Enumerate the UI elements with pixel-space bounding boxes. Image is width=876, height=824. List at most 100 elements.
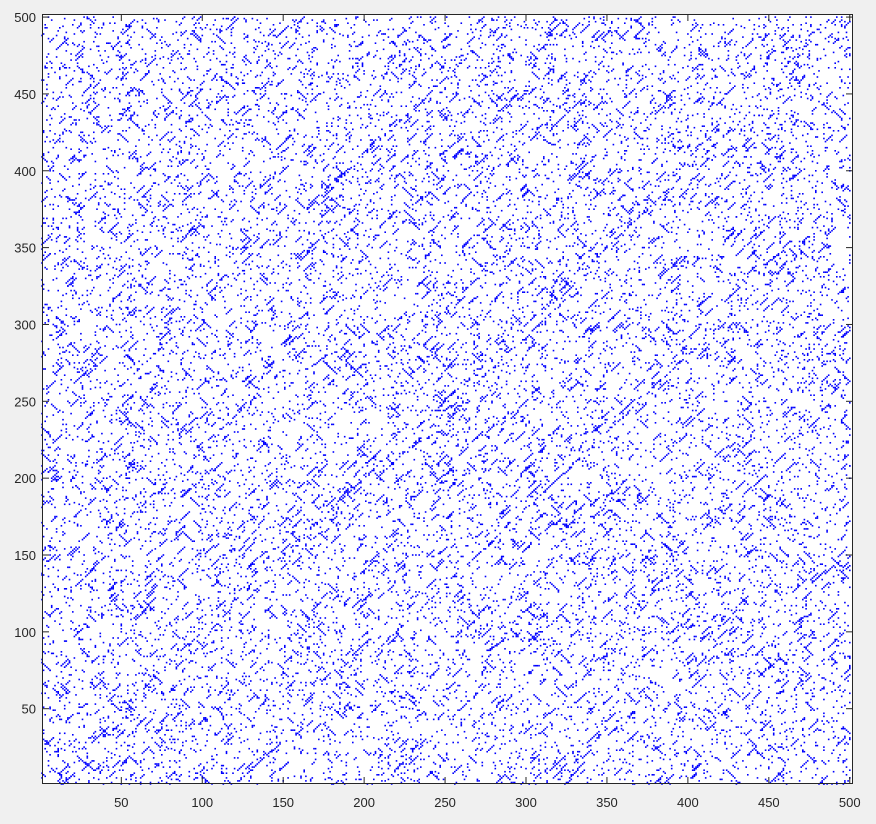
data-point — [312, 155, 314, 157]
data-point — [216, 29, 218, 31]
data-point — [129, 471, 131, 473]
data-point — [150, 318, 152, 320]
data-point — [247, 230, 249, 232]
data-point — [153, 353, 155, 355]
data-point — [114, 98, 116, 100]
data-point — [242, 623, 244, 625]
data-point — [127, 611, 129, 613]
data-point — [252, 507, 254, 509]
data-point — [224, 358, 226, 360]
data-point — [206, 216, 208, 218]
data-point — [276, 599, 278, 601]
data-point — [323, 196, 325, 198]
data-point — [150, 686, 152, 688]
data-point — [184, 351, 186, 353]
data-point — [190, 436, 192, 438]
data-point — [229, 725, 231, 727]
data-point — [318, 476, 320, 478]
data-point — [200, 600, 202, 602]
data-point — [121, 113, 123, 115]
data-point — [261, 473, 263, 475]
data-point — [140, 491, 142, 493]
data-point — [292, 551, 294, 553]
data-point — [177, 287, 179, 289]
data-point — [143, 413, 145, 415]
data-point — [62, 267, 64, 269]
data-point — [179, 129, 181, 131]
data-point — [268, 630, 270, 632]
data-point — [323, 238, 325, 240]
data-point — [331, 230, 333, 232]
data-point — [103, 662, 105, 664]
data-point — [93, 547, 95, 549]
data-point — [193, 540, 195, 542]
data-point — [240, 347, 242, 349]
data-point — [197, 295, 199, 297]
data-point — [134, 464, 136, 466]
data-point — [250, 651, 252, 653]
data-point — [145, 511, 147, 513]
data-point — [253, 651, 255, 653]
data-point — [151, 737, 153, 739]
data-point — [248, 676, 250, 678]
data-point — [213, 507, 215, 509]
data-point — [57, 156, 59, 158]
data-point — [598, 256, 600, 258]
data-point — [295, 38, 297, 40]
data-point — [80, 109, 82, 111]
data-point — [117, 374, 119, 376]
data-point — [269, 148, 271, 150]
data-point — [205, 354, 207, 356]
data-point — [72, 354, 74, 356]
data-point — [187, 322, 189, 324]
data-point — [182, 58, 184, 60]
data-point — [320, 413, 322, 415]
data-point — [130, 630, 132, 632]
data-point — [305, 135, 307, 137]
data-point — [287, 625, 289, 627]
data-point — [197, 424, 199, 426]
data-point — [266, 278, 268, 280]
data-point — [155, 677, 157, 679]
data-point — [137, 115, 139, 117]
data-point — [95, 221, 97, 223]
data-point — [226, 736, 228, 738]
data-point — [320, 93, 322, 95]
data-point — [218, 591, 220, 593]
data-point — [106, 760, 108, 762]
data-point — [237, 453, 239, 455]
data-point — [760, 99, 762, 101]
data-point — [224, 533, 226, 535]
data-point — [176, 622, 178, 624]
data-point — [66, 75, 68, 77]
data-point — [198, 565, 200, 567]
data-point — [174, 464, 176, 466]
data-point — [260, 32, 262, 34]
data-point — [210, 408, 212, 410]
data-point — [268, 42, 270, 44]
data-point — [171, 132, 173, 134]
data-point — [248, 311, 250, 313]
data-point — [328, 626, 330, 628]
data-point — [46, 528, 48, 530]
data-point — [78, 319, 80, 321]
data-point — [176, 176, 178, 178]
data-point — [112, 208, 114, 210]
data-point — [59, 69, 61, 71]
data-point — [257, 697, 259, 699]
data-point — [323, 668, 325, 670]
data-point — [48, 447, 50, 449]
data-point — [286, 93, 288, 95]
data-point — [156, 18, 158, 20]
data-point — [87, 118, 89, 120]
data-point — [245, 726, 247, 728]
data-point — [205, 239, 207, 241]
data-point — [111, 419, 113, 421]
data-point — [59, 250, 61, 252]
data-point — [197, 49, 199, 51]
data-point — [148, 124, 150, 126]
data-point — [244, 107, 246, 109]
data-point — [180, 436, 182, 438]
data-point — [64, 743, 66, 745]
data-point — [232, 67, 234, 69]
